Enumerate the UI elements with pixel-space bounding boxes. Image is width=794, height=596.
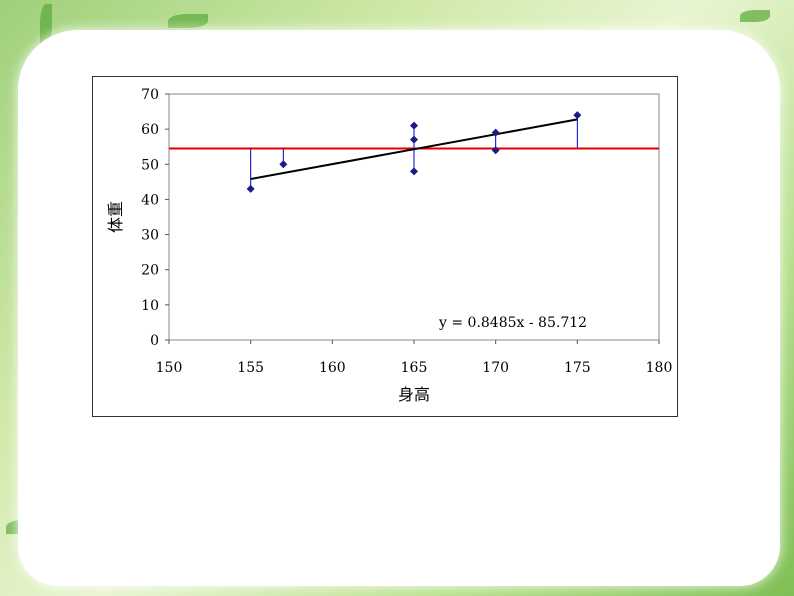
data-point — [491, 146, 500, 155]
y-tick-label: 40 — [141, 192, 159, 208]
data-point — [410, 135, 418, 144]
y-tick-label: 0 — [150, 333, 159, 349]
x-tick-label: 180 — [646, 360, 673, 376]
y-axis-label: 体重 — [106, 201, 125, 233]
x-tick-label: 175 — [564, 360, 591, 376]
data-point — [491, 128, 500, 137]
data-point — [573, 111, 582, 120]
y-tick-label: 60 — [141, 122, 159, 138]
chart-frame: 0 10 20 30 40 50 60 70 150 155 160 165 170 175 180 y … — [92, 76, 678, 417]
equation-label: y = 0.8485x - 85.712 — [438, 315, 587, 331]
y-tick-label: 50 — [141, 157, 159, 173]
x-tick-label: 155 — [237, 360, 264, 376]
x-tick-label: 170 — [482, 360, 509, 376]
x-tick-label: 150 — [156, 360, 183, 376]
x-tick-label: 160 — [319, 360, 346, 376]
x-tick-label: 165 — [401, 360, 428, 376]
data-point — [279, 160, 288, 169]
decor-leaf — [740, 10, 770, 22]
data-point — [246, 184, 255, 193]
data-point — [410, 121, 418, 130]
y-tick-label: 20 — [141, 263, 159, 279]
decor-leaf — [40, 4, 52, 44]
y-tick-label: 10 — [141, 298, 159, 314]
data-point — [410, 167, 418, 176]
x-axis-label: 身高 — [398, 385, 430, 404]
regression-line — [250, 118, 578, 181]
y-tick-label: 70 — [141, 87, 159, 103]
decor-leaf — [168, 14, 208, 28]
scatter-chart: 0 10 20 30 40 50 60 70 150 155 160 165 170 175 180 y … — [106, 87, 673, 404]
y-tick-label: 30 — [141, 228, 159, 244]
